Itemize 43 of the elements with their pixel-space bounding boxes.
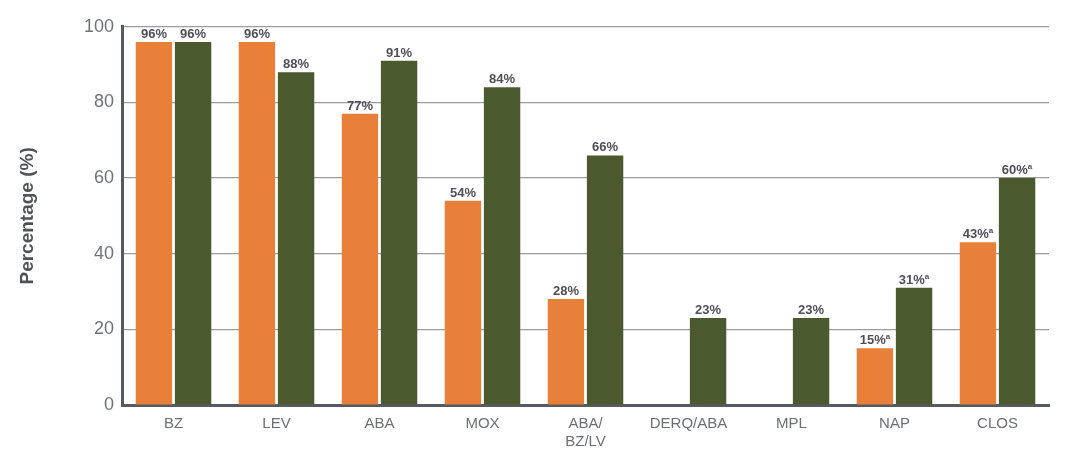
bar [689,318,727,405]
x-tick-label: BZ [163,414,184,432]
data-label: 96% [140,25,168,41]
bar [277,72,315,405]
bar [856,348,894,405]
y-tick-label: 100 [83,15,114,36]
y-axis-title: Percentage (%) [15,147,37,285]
bar [483,87,521,405]
data-label: 23% [695,302,722,318]
x-tick-label: LEV [262,414,291,432]
data-label: 96% [180,25,207,41]
y-tick-label: 80 [93,91,114,112]
data-label: 66% [592,139,619,155]
data-label: 91% [386,44,413,60]
bar [959,242,997,405]
bar [174,41,212,405]
x-tick-label: MPL [776,414,807,432]
data-label: 54% [449,184,477,200]
y-tick-label: 20 [93,318,114,339]
y-tick-label: 60 [93,167,114,188]
data-label: 84% [489,71,516,87]
x-tick-label: DERQ/ABA [649,414,728,432]
y-tick-label: 0 [103,393,114,414]
bar [586,155,624,405]
data-label: 96% [243,25,271,41]
bar [135,41,173,405]
x-tick-label: ABA/ BZ/LV [565,414,606,450]
bar [380,60,418,405]
bar [341,113,379,405]
bar [998,178,1036,405]
bar [792,318,830,405]
bar [547,299,585,405]
y-tick-label: 40 [93,242,114,263]
data-label: 88% [283,56,310,72]
data-label: 23% [798,302,825,318]
x-tick-label: CLOS [977,414,1018,432]
data-label: 28% [552,283,580,299]
bar [238,41,276,405]
x-tick-label: ABA [364,414,395,432]
bar [895,287,933,405]
x-tick-label: NAP [879,414,910,432]
x-tick-label: MOX [465,414,500,432]
bar [444,200,482,405]
